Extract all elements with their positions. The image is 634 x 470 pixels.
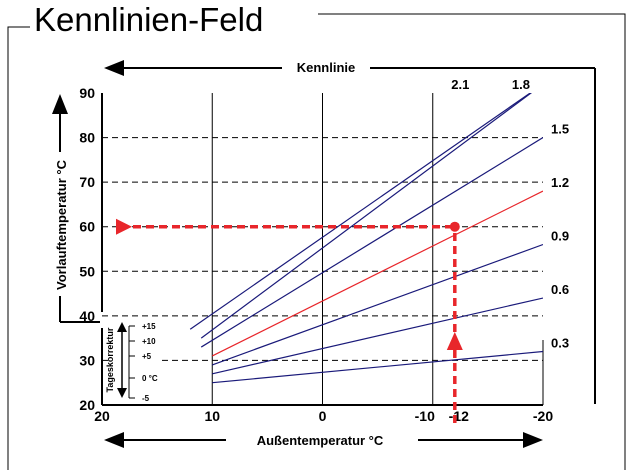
curve-2-1 (189, 93, 532, 330)
x-tick-label: -12 (449, 408, 469, 424)
inset-tick-label: +15 (142, 322, 156, 331)
y-tick-label: 60 (79, 219, 95, 235)
inset-tick-label: +10 (142, 337, 156, 346)
curve-label: 0.6 (551, 282, 569, 297)
top-label: Kennlinie (297, 60, 356, 75)
y-tick-label: 70 (79, 174, 95, 190)
inset-tick-label: +5 (142, 352, 152, 361)
curve-label: 1.5 (551, 122, 569, 137)
example-arrow-up (446, 332, 463, 350)
y-tick-label: 50 (79, 263, 95, 279)
curve-1-8 (200, 93, 533, 339)
inset-tick-label: -5 (142, 394, 150, 403)
x-tick-label: 0 (319, 408, 327, 424)
y-tick-label: 80 (79, 130, 95, 146)
y-tick-label: 30 (79, 352, 95, 368)
x-tick-label: 10 (204, 408, 220, 424)
bottom-arrow-right (523, 432, 543, 448)
inset-arrow-down (117, 388, 127, 398)
curve-label: 0.3 (551, 336, 569, 351)
curve-0-3 (212, 350, 543, 384)
x-tick-label: -10 (415, 408, 435, 424)
top-arrow-head (104, 60, 124, 76)
x-axis-label: Außentemperatur °C (257, 433, 384, 448)
curve-1-5 (200, 137, 543, 348)
example-point (449, 221, 460, 232)
left-arrow-head (52, 94, 68, 114)
curve-0-9 (212, 243, 543, 366)
curve-label: 1.8 (512, 77, 530, 92)
curve-label: 0.9 (551, 229, 569, 244)
bottom-arrow-left (104, 432, 124, 448)
inset-tick-label: 0 °C (142, 374, 158, 383)
inset-label: Tageskorrektur (105, 327, 115, 392)
frame-title: Kennlinien-Feld (34, 1, 264, 38)
curve-0-6 (212, 297, 543, 375)
y-tick-label: 90 (79, 85, 95, 101)
curve-label: 2.1 (451, 77, 469, 92)
curve-label: 1.2 (551, 175, 569, 190)
x-tick-label: -20 (533, 408, 553, 424)
example-arrow-right (116, 218, 132, 235)
curve-1-2 (211, 190, 543, 357)
x-tick-label: 20 (94, 408, 110, 424)
y-axis-label: Vorlauftemperatur °C (54, 159, 69, 290)
y-tick-label: 40 (79, 308, 95, 324)
inset-arrow-up (117, 322, 127, 332)
outer-frame (7, 13, 626, 470)
y-tick-label: 20 (79, 397, 95, 413)
